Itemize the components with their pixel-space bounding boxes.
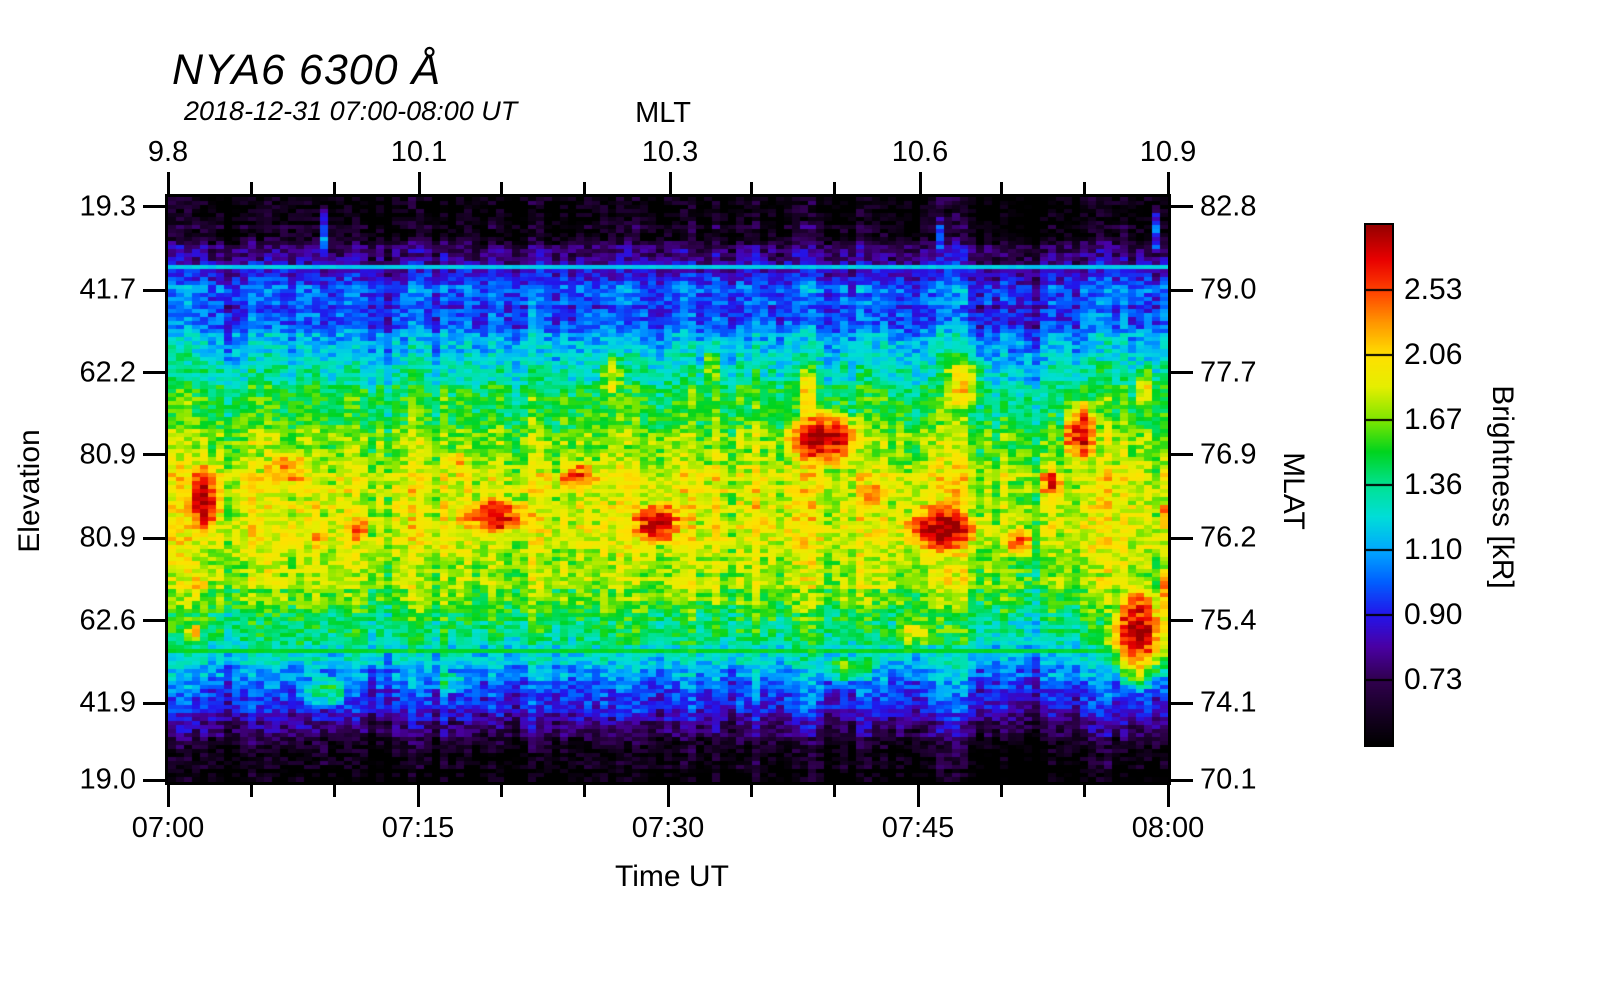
left-tick-label: 62.2 [79, 356, 136, 388]
figure-subtitle: 2018-12-31 07:00-08:00 UT [184, 96, 518, 126]
axis-tick [918, 172, 922, 194]
colorbar-frame [1364, 223, 1394, 747]
right-tick-label: 77.7 [1200, 356, 1257, 388]
right-axis-title: MLAT [1277, 452, 1310, 530]
axis-tick [666, 785, 670, 807]
axis-tick [1083, 182, 1087, 194]
axis-tick [1166, 172, 1170, 194]
axis-tick [583, 182, 587, 194]
axis-tick [249, 785, 253, 797]
left-tick-label: 41.7 [79, 273, 136, 306]
axis-tick [499, 182, 503, 194]
top-tick-label: 10.3 [641, 136, 699, 168]
colorbar-tick-label: 0.73 [1404, 663, 1463, 696]
axis-tick [749, 182, 753, 194]
figure-title: NYA6 6300 Å [172, 46, 442, 94]
left-axis-title: Elevation [13, 429, 46, 553]
right-tick-label: 70.1 [1200, 763, 1257, 796]
axis-tick [1083, 785, 1087, 797]
colorbar-tick-label: 1.10 [1404, 533, 1463, 566]
axis-tick [499, 785, 503, 797]
colorbar-tick-label: 2.53 [1404, 273, 1463, 306]
heatmap-canvas [168, 197, 1168, 782]
axis-tick [1171, 453, 1193, 457]
axis-tick [333, 785, 337, 797]
right-tick-label: 79.0 [1200, 273, 1257, 306]
right-tick-label: 75.4 [1200, 604, 1257, 637]
colorbar-title: Brightness [kR] [1486, 385, 1519, 589]
left-tick-label: 80.9 [79, 521, 136, 554]
axis-tick [143, 536, 165, 540]
right-tick-label: 82.8 [1200, 190, 1257, 223]
colorbar-tick-label: 1.67 [1404, 403, 1463, 436]
axis-tick [143, 619, 165, 623]
left-tick-label: 62.6 [79, 604, 136, 637]
axis-tick [143, 453, 165, 457]
axis-tick [668, 172, 672, 194]
axis-tick [249, 182, 253, 194]
axis-tick [166, 172, 170, 194]
top-tick-label: 10.6 [891, 136, 949, 168]
bottom-tick-label: 07:00 [131, 812, 205, 844]
axis-tick [1171, 371, 1193, 374]
axis-tick [166, 785, 170, 807]
colorbar-tick-label: 2.06 [1404, 338, 1463, 371]
right-tick-label: 76.2 [1200, 521, 1257, 554]
right-tick-label: 74.1 [1200, 686, 1257, 719]
axis-tick [333, 182, 337, 194]
bottom-tick-label: 07:45 [881, 812, 955, 844]
axis-tick [143, 371, 165, 374]
left-tick-label: 41.9 [79, 686, 136, 719]
axis-tick [1171, 701, 1193, 705]
axis-tick [999, 182, 1003, 194]
axis-tick [916, 785, 920, 807]
axis-tick [143, 205, 165, 209]
plot-frame [165, 194, 1171, 785]
left-tick-label: 80.9 [79, 438, 136, 471]
top-axis-title: MLT [635, 97, 691, 129]
left-tick-label: 19.3 [79, 190, 136, 223]
top-tick-label: 10.9 [1139, 136, 1197, 168]
axis-tick [833, 785, 837, 797]
colorbar-tick-label: 1.36 [1404, 468, 1463, 501]
right-tick-label: 76.9 [1200, 438, 1257, 471]
axis-tick [1171, 778, 1193, 782]
bottom-tick-label: 07:15 [381, 812, 455, 844]
axis-tick [1171, 536, 1193, 540]
axis-tick [1171, 619, 1193, 623]
axis-tick [583, 785, 587, 797]
axis-tick [833, 182, 837, 194]
bottom-tick-label: 08:00 [1131, 812, 1205, 844]
colorbar-canvas [1366, 225, 1392, 745]
bottom-axis-title: Time UT [615, 860, 729, 893]
top-tick-label: 10.1 [390, 136, 448, 168]
axis-tick [416, 785, 420, 807]
bottom-tick-label: 07:30 [631, 812, 705, 844]
axis-tick [417, 172, 421, 194]
top-tick-label: 9.8 [147, 136, 189, 168]
axis-tick [999, 785, 1003, 797]
axis-tick [1171, 205, 1193, 209]
axis-tick [143, 778, 165, 782]
axis-tick [1166, 785, 1170, 807]
colorbar-tick-label: 0.90 [1404, 598, 1463, 631]
axis-tick [143, 701, 165, 705]
axis-tick [143, 288, 165, 292]
left-tick-label: 19.0 [79, 763, 136, 796]
axis-tick [749, 785, 753, 797]
axis-tick [1171, 288, 1193, 292]
